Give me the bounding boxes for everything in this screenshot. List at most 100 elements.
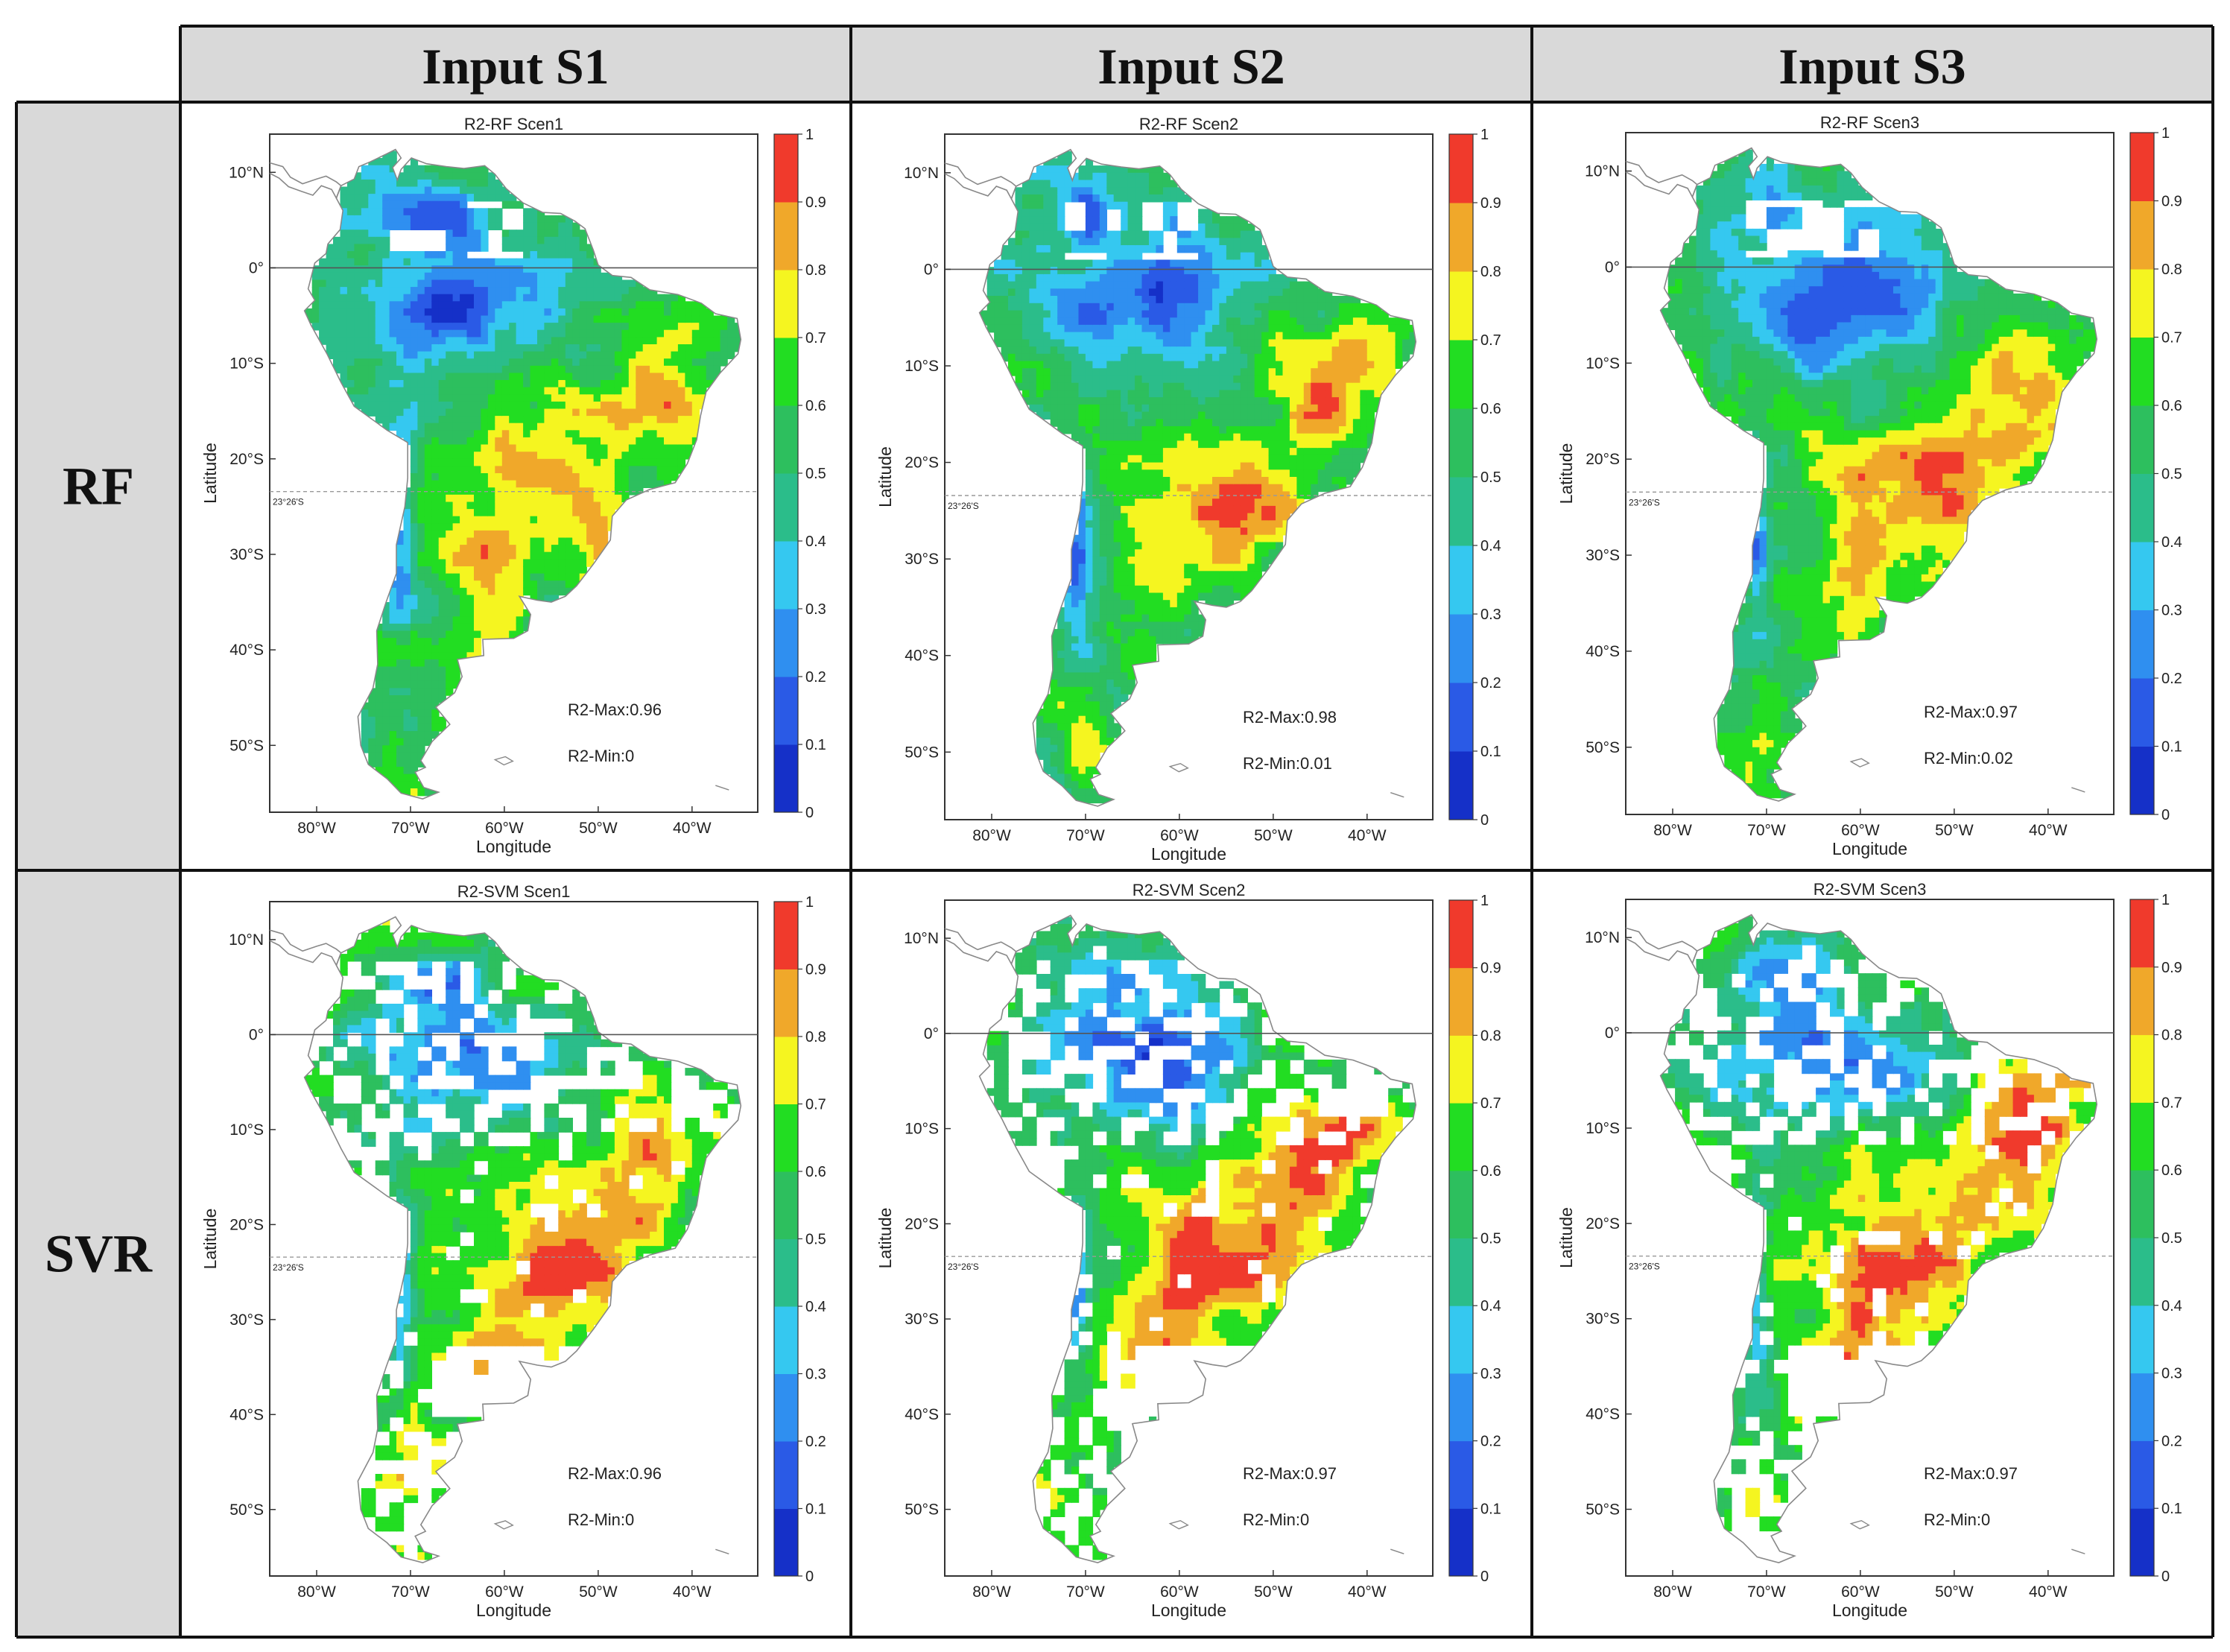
- raster-cell: [501, 365, 510, 374]
- raster-cell: [1099, 528, 1107, 536]
- raster-cell: [1078, 273, 1086, 282]
- raster-cell: [558, 394, 566, 402]
- raster-cell: [1113, 411, 1121, 420]
- raster-cell: [1127, 245, 1135, 253]
- raster-cell: [650, 437, 658, 446]
- raster-cell: [1170, 534, 1178, 543]
- raster-cell: [1170, 267, 1178, 275]
- raster-cell: [481, 329, 489, 338]
- raster-cell: [1212, 556, 1220, 565]
- raster-cell: [389, 301, 397, 309]
- raster-cell: [516, 458, 524, 467]
- raster-cell: [1085, 614, 1094, 623]
- raster-cell: [1085, 158, 1094, 166]
- raster-cell: [424, 200, 432, 209]
- raster-cell: [382, 373, 390, 381]
- raster-cell: [516, 530, 524, 539]
- raster-cell: [579, 279, 587, 288]
- raster-cell: [664, 308, 672, 317]
- raster-cell: [487, 401, 496, 410]
- raster-cell: [565, 473, 573, 481]
- raster-cell: [1156, 528, 1164, 536]
- raster-cell: [579, 466, 587, 474]
- raster-cell: [431, 537, 440, 545]
- raster-cell: [1149, 600, 1157, 608]
- raster-cell: [572, 423, 580, 431]
- raster-cell: [699, 301, 707, 309]
- raster-cell: [495, 294, 503, 303]
- raster-cell: [1135, 397, 1143, 405]
- raster-cell: [1092, 680, 1100, 688]
- raster-cell: [417, 587, 425, 596]
- raster-cell: [431, 709, 440, 718]
- raster-cell: [601, 323, 609, 331]
- raster-cell: [642, 308, 650, 317]
- raster-cell: [614, 437, 623, 446]
- raster-cell: [1240, 455, 1248, 463]
- raster-cell: [1085, 752, 1094, 760]
- raster-cell: [1162, 296, 1171, 304]
- raster-cell: [636, 344, 644, 352]
- raster-cell: [474, 301, 482, 309]
- raster-cell: [417, 702, 425, 710]
- raster-cell: [1106, 556, 1115, 565]
- raster-cell: [446, 609, 454, 617]
- raster-cell: [607, 279, 615, 288]
- raster-cell: [1198, 571, 1206, 579]
- raster-cell: [530, 272, 538, 281]
- raster-cell: [446, 294, 454, 303]
- raster-cell: [368, 329, 376, 338]
- raster-cell: [417, 688, 425, 696]
- raster-cell: [1226, 245, 1235, 253]
- raster-cell: [1205, 563, 1213, 572]
- raster-cell: [340, 308, 348, 317]
- raster-cell: [1127, 353, 1135, 362]
- raster-cell: [1162, 187, 1171, 195]
- raster-cell: [438, 523, 446, 531]
- raster-cell: [501, 573, 510, 581]
- raster-cell: [446, 645, 454, 653]
- raster-cell: [1071, 744, 1080, 753]
- raster-cell: [530, 265, 538, 273]
- raster-cell: [333, 279, 341, 288]
- raster-cell: [1036, 723, 1044, 731]
- raster-cell: [1170, 455, 1178, 463]
- raster-cell: [677, 294, 686, 303]
- raster-cell: [466, 559, 475, 567]
- raster-cell: [1078, 680, 1086, 688]
- raster-cell: [410, 401, 419, 410]
- raster-cell: [1085, 477, 1094, 485]
- raster-cell: [1226, 505, 1235, 514]
- raster-cell: [1212, 404, 1220, 413]
- raster-cell: [671, 294, 679, 303]
- raster-cell: [1176, 267, 1185, 275]
- raster-cell: [664, 323, 672, 331]
- raster-cell: [375, 674, 383, 682]
- raster-cell: [375, 329, 383, 338]
- raster-cell: [1071, 296, 1080, 304]
- raster-cell: [340, 344, 348, 352]
- raster-cell: [375, 215, 383, 224]
- raster-cell: [544, 516, 552, 525]
- raster-cell: [537, 329, 545, 338]
- raster-cell: [1233, 433, 1241, 442]
- raster-cell: [410, 344, 419, 352]
- raster-cell: [664, 437, 672, 446]
- raster-cell: [1261, 433, 1270, 442]
- raster-cell: [403, 566, 411, 575]
- raster-cell: [495, 186, 503, 194]
- raster-cell: [1092, 730, 1100, 738]
- raster-cell: [460, 194, 468, 202]
- raster-cell: [396, 279, 405, 288]
- raster-cell: [1050, 252, 1058, 261]
- raster-cell: [1212, 310, 1220, 318]
- raster-cell: [565, 337, 573, 345]
- raster-cell: [558, 452, 566, 460]
- lat-tick-label: 10°N: [229, 164, 264, 181]
- raster-cell: [382, 724, 390, 732]
- raster-cell: [1121, 585, 1129, 594]
- raster-cell: [382, 674, 390, 682]
- raster-cell: [685, 430, 693, 438]
- raster-cell: [410, 716, 419, 725]
- raster-cell: [460, 358, 468, 367]
